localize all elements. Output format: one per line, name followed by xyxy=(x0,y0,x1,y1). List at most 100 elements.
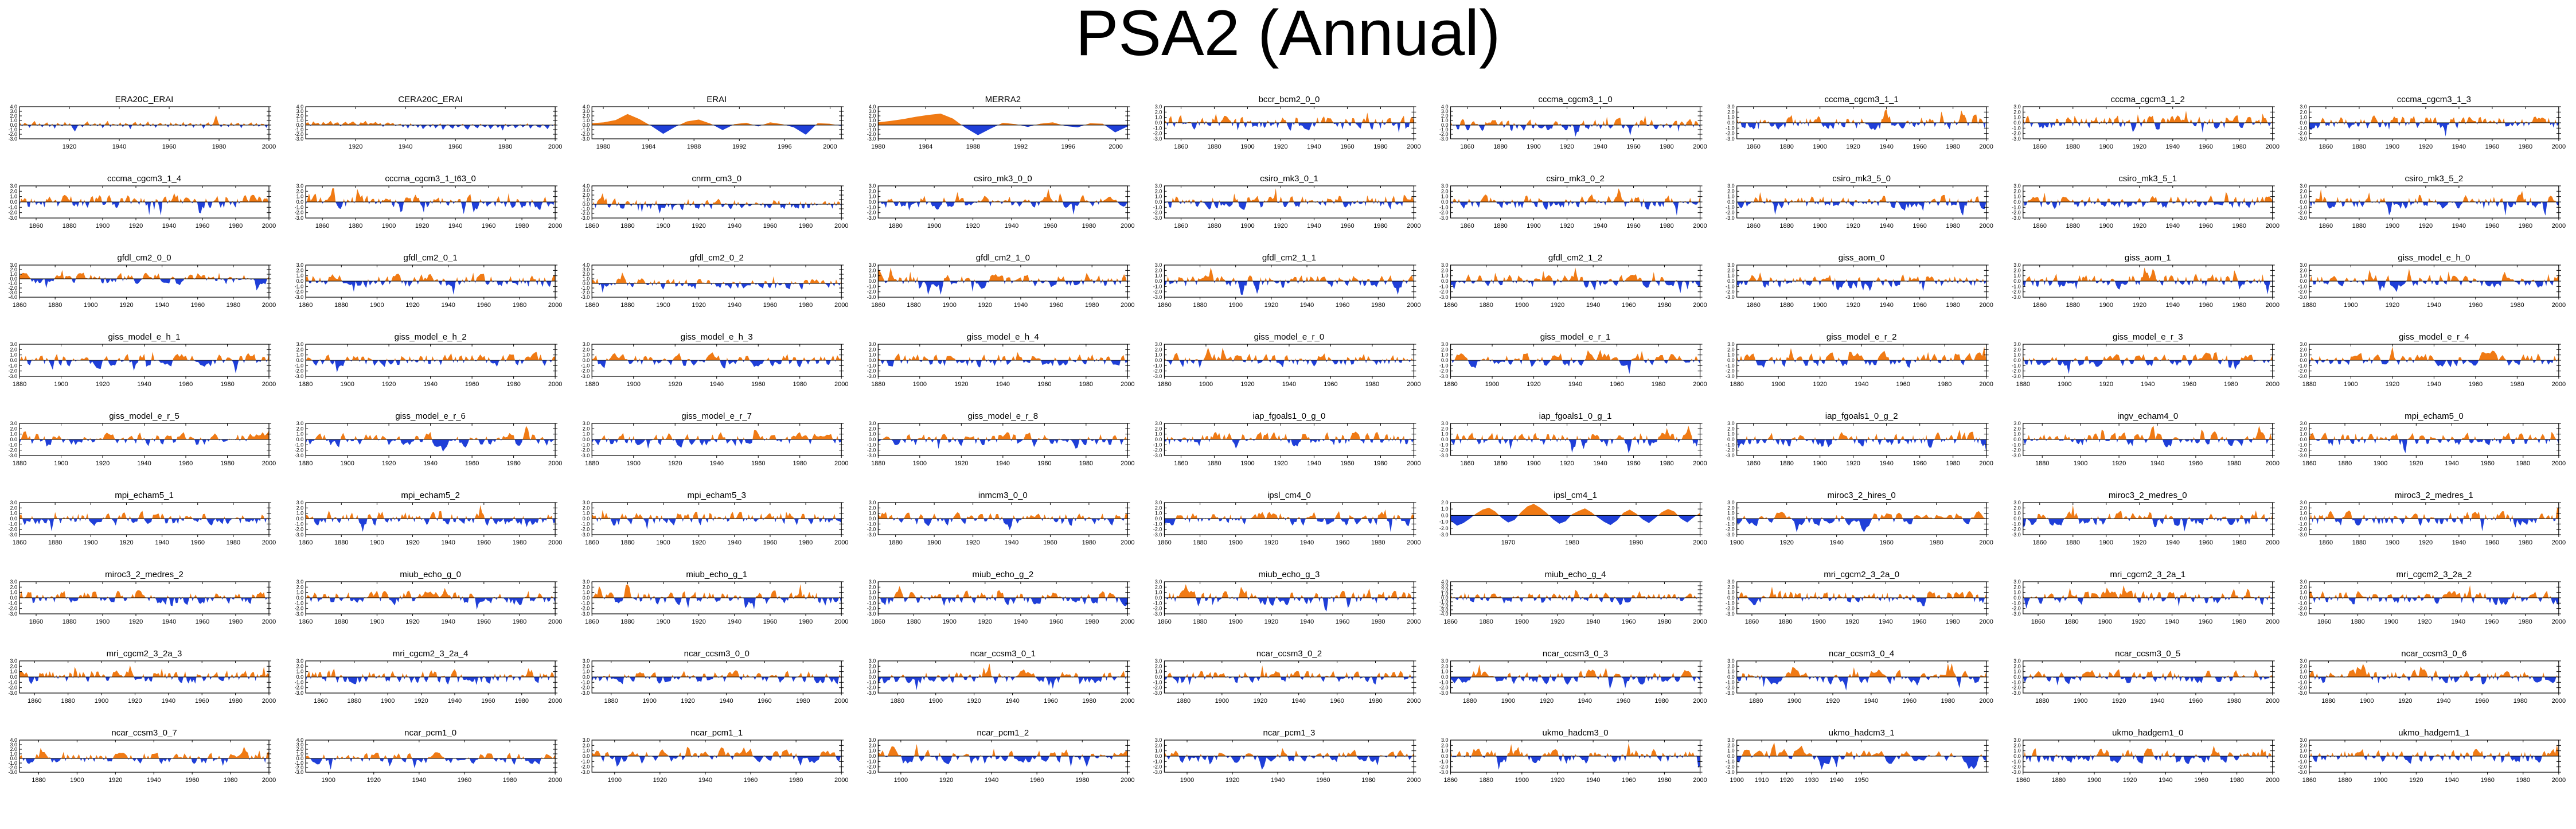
y-tick-label: 1.0 xyxy=(1441,506,1449,512)
x-tick-label: 1920 xyxy=(2398,698,2412,705)
x-tick-label: 1940 xyxy=(1879,460,1893,467)
y-tick-label: -1.0 xyxy=(1153,758,1162,764)
panel-mri_cgcm2_3_2a_2: mri_cgcm2_3_2a_2 3.02.01.00.0-1.0-2.0-3.0… xyxy=(2298,570,2566,625)
y-tick-label: 2.0 xyxy=(1441,267,1449,273)
panel-title: cccma_cgcm3_1_3 xyxy=(2397,95,2471,104)
x-tick-label: 1960 xyxy=(2480,777,2494,784)
y-tick-label: -3.0 xyxy=(1726,453,1735,458)
y-tick-label: -2.0 xyxy=(581,211,590,216)
y-tick-label: -2.0 xyxy=(1726,131,1735,137)
x-tick-label: 1960 xyxy=(465,381,479,388)
x-tick-label: 2000 xyxy=(2266,302,2280,309)
y-tick-label: 2.0 xyxy=(2300,584,2307,590)
negative-anomaly-area xyxy=(1164,281,1414,295)
x-tick-label: 1940 xyxy=(1593,223,1607,229)
panel-ukmo_hadcm3_1: ukmo_hadcm3_1 3.02.01.00.0-1.0-2.0-3.0 190… xyxy=(1726,728,1989,784)
y-tick-label: 0.0 xyxy=(583,357,590,363)
positive-anomaly-area xyxy=(19,665,269,677)
x-tick-label: 1880 xyxy=(620,618,634,625)
x-tick-label: 1980 xyxy=(1660,223,1673,229)
y-tick-label: -2.0 xyxy=(1439,368,1449,374)
plot-frame xyxy=(1450,502,1701,535)
x-tick-label: 1960 xyxy=(1626,143,1640,150)
y-tick-label: 2.0 xyxy=(583,505,590,511)
panel-title: gfdl_cm2_0_2 xyxy=(690,253,744,263)
x-tick-label: 1960 xyxy=(477,302,491,309)
y-tick-label: -1.0 xyxy=(295,442,304,447)
y-tick-label: -2.0 xyxy=(2298,368,2307,374)
x-tick-label: 1940 xyxy=(2427,302,2441,309)
y-tick-label: -3.0 xyxy=(8,690,17,696)
x-tick-label: 1940 xyxy=(728,223,741,229)
x-tick-label: 1860 xyxy=(1746,143,1760,150)
y-tick-label: 3.0 xyxy=(2013,183,2021,189)
positive-anomaly-area xyxy=(2309,268,2559,281)
y-tick-label: -3.0 xyxy=(2298,215,2307,221)
x-tick-label: 1920 xyxy=(1274,223,1287,229)
x-tick-label: 1980 xyxy=(1946,302,1960,309)
x-tick-label: 1860 xyxy=(299,302,313,309)
x-tick-label: 1960 xyxy=(1622,777,1636,784)
x-tick-label: 1900 xyxy=(1527,223,1540,229)
y-tick-label: 0.0 xyxy=(10,199,17,205)
x-tick-label: 1880 xyxy=(585,460,599,467)
panel-iap_fgoals1_0_g_1: iap_fgoals1_0_g_1 3.02.01.00.0-1.0-2.0-3.… xyxy=(1439,411,1707,467)
y-tick-label: 1.0 xyxy=(2013,352,2021,358)
y-tick-label: -1.0 xyxy=(295,204,304,210)
x-tick-label: 2000 xyxy=(262,618,276,625)
y-tick-label: 0.0 xyxy=(2300,516,2307,521)
y-tick-label: 3.0 xyxy=(869,421,876,426)
y-tick-label: 3.0 xyxy=(1727,421,1735,426)
x-tick-label: 1960 xyxy=(2485,618,2499,625)
y-tick-label: 0.0 xyxy=(1727,437,1735,442)
y-tick-label: -1.0 xyxy=(295,679,304,685)
y-tick-label: -1.0 xyxy=(1439,204,1449,210)
x-tick-label: 1860 xyxy=(1746,302,1760,309)
panel-csiro_mk3_0_1: csiro_mk3_0_1 3.02.01.00.0-1.0-2.0-3.0 186… xyxy=(1153,174,1421,229)
y-tick-label: -1.0 xyxy=(581,363,590,368)
positive-anomaly-area xyxy=(2023,426,2273,439)
x-tick-label: 1940 xyxy=(1307,143,1321,150)
y-tick-label: -1.0 xyxy=(2012,442,2021,447)
panel-iap_fgoals1_0_g_0: iap_fgoals1_0_g_0 3.02.01.00.0-1.0-2.0-3.… xyxy=(1153,411,1421,467)
panel-title: ERAI xyxy=(707,95,727,104)
x-tick-label: 1980 xyxy=(1373,143,1387,150)
y-tick-label: 0.0 xyxy=(2300,437,2307,442)
y-tick-label: 3.0 xyxy=(869,262,876,268)
positive-anomaly-area xyxy=(2023,505,2273,519)
y-tick-label: 2.0 xyxy=(10,746,17,752)
x-tick-label: 1920 xyxy=(1551,777,1564,784)
panel-giss_model_e_r_5: giss_model_e_r_5 3.02.01.00.0-1.0-2.0-3.0… xyxy=(8,411,276,467)
x-tick-label: 1940 xyxy=(441,302,455,309)
x-tick-label: 1960 xyxy=(1336,302,1349,309)
y-tick-label: 1.0 xyxy=(583,511,590,516)
x-tick-label: 1940 xyxy=(137,460,151,467)
x-tick-label: 2000 xyxy=(2552,381,2566,388)
y-tick-label: -2.0 xyxy=(1726,447,1735,453)
y-tick-label: 2.0 xyxy=(2013,347,2021,352)
x-tick-label: 1880 xyxy=(1157,381,1171,388)
negative-anomaly-area xyxy=(592,677,842,684)
y-tick-label: 1.0 xyxy=(10,118,17,123)
x-tick-label: 1920 xyxy=(1779,539,1793,546)
x-tick-label: 1980 xyxy=(2230,777,2243,784)
x-tick-label: 2000 xyxy=(834,302,848,309)
y-tick-label: -2.0 xyxy=(581,447,590,453)
x-tick-label: 1920 xyxy=(978,618,992,625)
y-tick-label: 1.0 xyxy=(2013,511,2021,516)
x-tick-label: 1880 xyxy=(2321,698,2335,705)
x-tick-label: 1880 xyxy=(334,302,348,309)
positive-anomaly-area xyxy=(592,584,842,598)
y-tick-label: -1.0 xyxy=(2298,283,2307,289)
y-tick-label: -3.0 xyxy=(1726,373,1735,379)
x-tick-label: 1980 xyxy=(871,143,885,150)
positive-anomaly-area xyxy=(878,512,1128,519)
x-tick-label: 1992 xyxy=(1014,143,1028,150)
x-tick-label: 1940 xyxy=(1291,698,1305,705)
y-tick-label: 1.0 xyxy=(1155,590,1162,596)
panel-title: mpi_echam5_3 xyxy=(687,491,746,500)
x-tick-label: 1860 xyxy=(2033,302,2047,309)
x-tick-label: 1920 xyxy=(128,698,142,705)
y-tick-label: -1.0 xyxy=(581,758,590,764)
